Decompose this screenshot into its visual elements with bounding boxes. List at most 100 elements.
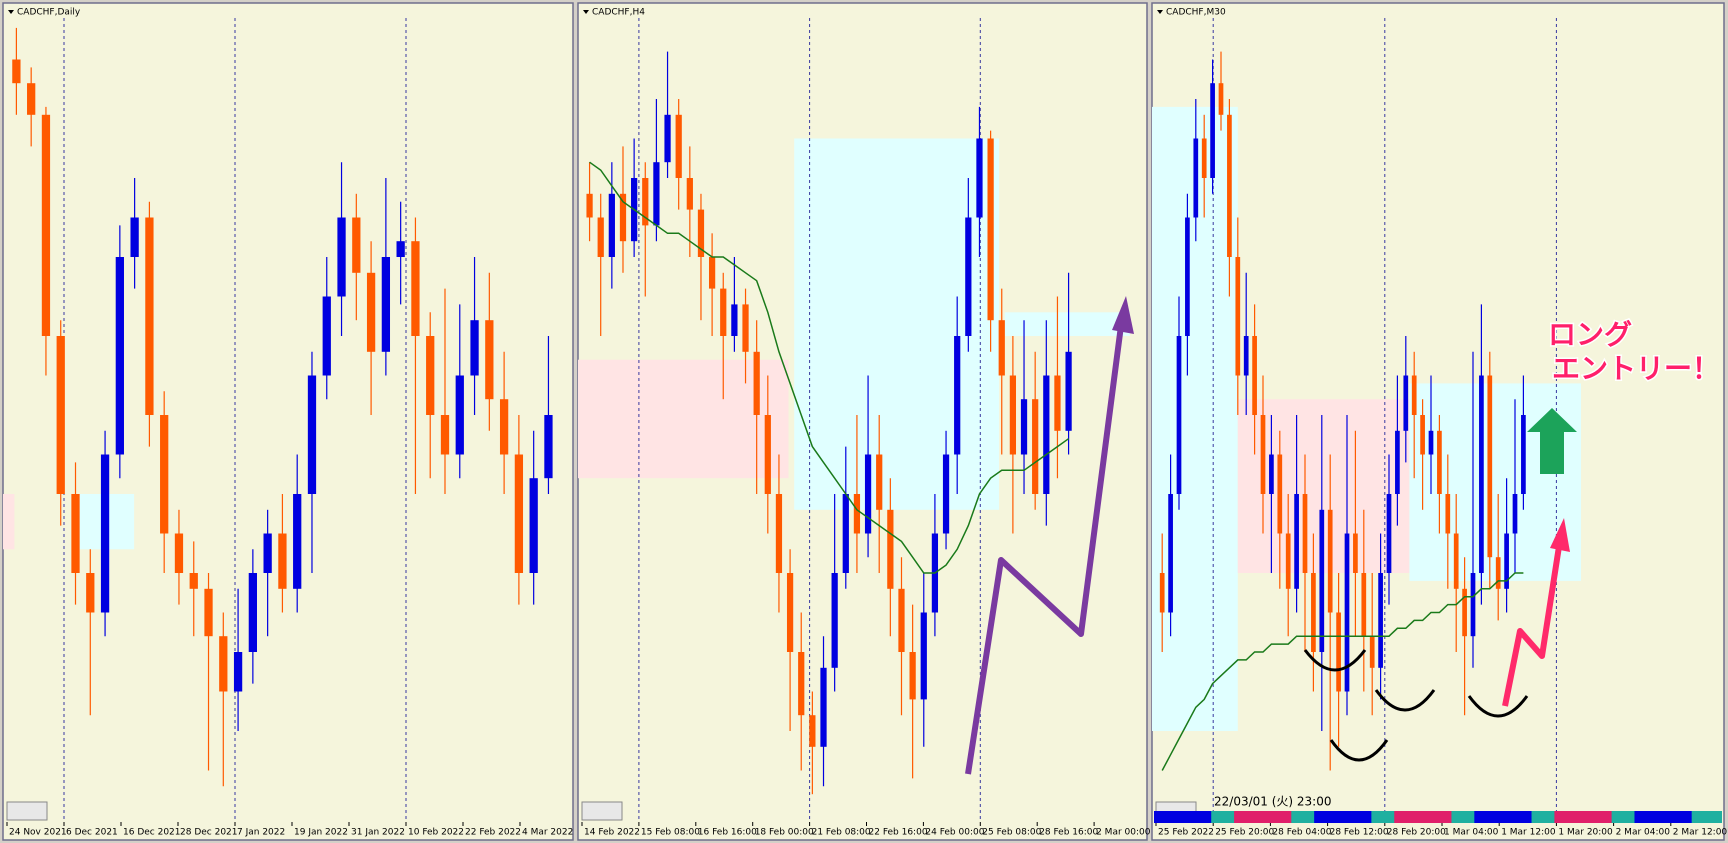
toolbar-icons bbox=[6, 801, 48, 821]
x-tick-label: 7 Jan 2022 bbox=[237, 828, 285, 838]
candle-body bbox=[1403, 375, 1409, 431]
candle-body bbox=[440, 415, 450, 455]
candle-body bbox=[1032, 399, 1039, 494]
candle-body bbox=[544, 415, 553, 479]
x-tick-label: 31 Jan 2022 bbox=[351, 828, 405, 838]
candle-body bbox=[366, 272, 376, 352]
candle-body bbox=[1479, 375, 1484, 573]
annotation-text: エントリー！ bbox=[1552, 352, 1720, 385]
candle-body bbox=[731, 304, 738, 336]
candle-body bbox=[381, 257, 391, 352]
panel-background bbox=[2, 2, 574, 841]
x-tick-label: 24 Nov 2021 bbox=[9, 828, 67, 838]
session-block bbox=[1314, 811, 1372, 823]
candle-body bbox=[322, 296, 331, 376]
candle-body bbox=[248, 573, 257, 652]
candle-body bbox=[954, 336, 961, 455]
candle-body bbox=[1218, 83, 1224, 115]
candle-body bbox=[426, 336, 435, 415]
candle-body bbox=[1361, 573, 1367, 637]
candle-body bbox=[293, 494, 302, 589]
candle-body bbox=[130, 217, 139, 257]
session-block bbox=[1634, 811, 1692, 823]
moving-average bbox=[1161, 572, 1524, 771]
x-tick-label: 28 Feb 20:00 bbox=[1387, 828, 1446, 838]
candle-body bbox=[1020, 399, 1028, 455]
candle-body bbox=[115, 257, 124, 455]
candle-body bbox=[1504, 533, 1509, 589]
x-tick-label: 4 Mar 2022 bbox=[522, 828, 573, 838]
bottom-mark bbox=[1467, 695, 1529, 718]
candle-body bbox=[909, 652, 916, 700]
candle-body bbox=[853, 494, 861, 534]
arrow-green bbox=[1527, 408, 1577, 474]
candle-body bbox=[1285, 533, 1291, 589]
candle-body bbox=[1445, 494, 1451, 534]
candle-body bbox=[27, 83, 36, 115]
candle-body bbox=[653, 162, 660, 226]
candle-body bbox=[842, 494, 849, 573]
session-block bbox=[1394, 811, 1452, 823]
candle-body bbox=[742, 304, 749, 352]
x-tick-label: 15 Feb 08:00 bbox=[641, 828, 700, 838]
candle-body bbox=[597, 217, 604, 257]
session-block bbox=[1474, 811, 1532, 823]
x-tick-label: 6 Dec 2021 bbox=[66, 828, 118, 838]
x-tick-label: 22 Feb 2022 bbox=[465, 828, 521, 838]
panel-title: CADCHF,H4 bbox=[592, 8, 645, 18]
candle-body bbox=[898, 588, 905, 652]
candle-body bbox=[1176, 336, 1182, 494]
candle-body bbox=[1159, 573, 1165, 613]
x-tick-label: 18 Feb 00:00 bbox=[755, 828, 814, 838]
candle-body bbox=[1302, 494, 1308, 573]
candle-body bbox=[499, 399, 509, 455]
candle-body bbox=[352, 217, 361, 273]
candle-body bbox=[100, 454, 110, 613]
candle-body bbox=[608, 193, 615, 257]
toolbar-icons bbox=[581, 801, 623, 821]
chart-panel: CADCHF,Daily 24 Nov 2021 6 Dec 2021 16 Dec … bbox=[2, 2, 574, 841]
candle-body bbox=[1462, 588, 1467, 637]
x-tick-label: 28 Feb 12:00 bbox=[1330, 828, 1389, 838]
candle-body bbox=[876, 454, 883, 510]
arrow-purple bbox=[965, 317, 1125, 775]
candle-body bbox=[1269, 454, 1274, 494]
timestamp: 22/03/01 (火) 23:00 bbox=[1214, 795, 1331, 809]
candle-body bbox=[278, 533, 287, 589]
x-tick-label: 1 Mar 04:00 bbox=[1444, 828, 1499, 838]
candle-body bbox=[1369, 636, 1375, 668]
candle-body bbox=[1378, 573, 1383, 668]
candle-body bbox=[786, 573, 794, 652]
candle-body bbox=[720, 288, 727, 336]
candle-body bbox=[233, 652, 243, 692]
candle-body bbox=[1495, 557, 1501, 589]
candle-body bbox=[455, 375, 464, 455]
candle-body bbox=[1311, 573, 1316, 652]
candle-body bbox=[642, 178, 649, 226]
title-marker bbox=[583, 10, 589, 14]
arrow-pink bbox=[1502, 539, 1563, 707]
candle-body bbox=[1420, 415, 1425, 455]
candle-body bbox=[1344, 533, 1350, 692]
candle-body bbox=[1353, 533, 1358, 573]
candle-body bbox=[920, 612, 927, 700]
x-tick-label: 14 Feb 2022 bbox=[584, 828, 640, 838]
candle-body bbox=[174, 533, 184, 573]
x-tick-label: 2 Mar 04:00 bbox=[1616, 828, 1671, 838]
x-tick-label: 2 Mar 12:00 bbox=[1673, 828, 1728, 838]
title-marker bbox=[8, 10, 14, 14]
zone bbox=[578, 359, 789, 479]
zone bbox=[3, 494, 15, 550]
candle-body bbox=[987, 138, 994, 321]
candle-body bbox=[1065, 351, 1072, 431]
candle-body bbox=[976, 138, 983, 218]
session-block bbox=[1234, 811, 1292, 823]
candle-body bbox=[1437, 430, 1442, 494]
candle-body bbox=[56, 336, 65, 494]
x-tick-label: 19 Jan 2022 bbox=[294, 828, 348, 838]
candle-body bbox=[753, 351, 760, 415]
candle-body bbox=[1054, 375, 1061, 431]
